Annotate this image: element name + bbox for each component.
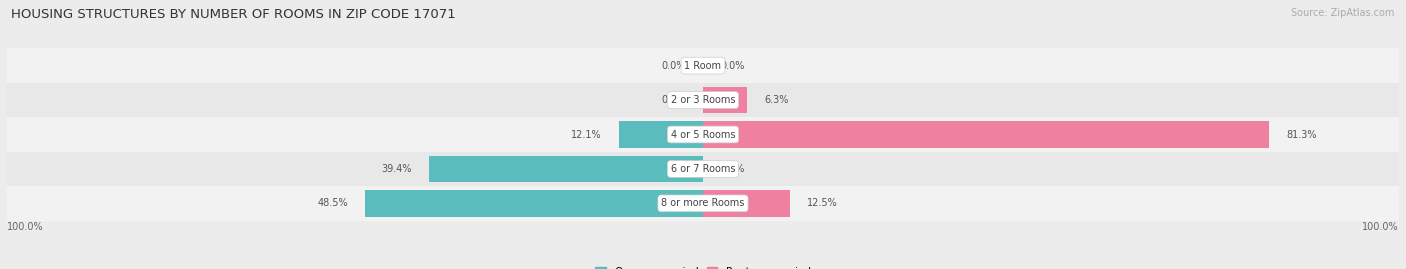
Text: 12.5%: 12.5% [807, 198, 838, 208]
Bar [703, 190, 790, 217]
Bar [619, 121, 703, 148]
Text: 0.0%: 0.0% [720, 61, 745, 71]
Bar [703, 87, 747, 114]
Text: 6.3%: 6.3% [765, 95, 789, 105]
Text: 0.0%: 0.0% [661, 61, 686, 71]
Bar [7, 83, 1399, 117]
Text: 1 Room: 1 Room [685, 61, 721, 71]
Bar [7, 48, 1399, 83]
Text: Source: ZipAtlas.com: Source: ZipAtlas.com [1291, 8, 1395, 18]
Bar [7, 152, 1399, 186]
Bar [703, 121, 1268, 148]
Text: 12.1%: 12.1% [571, 129, 602, 140]
Bar [7, 186, 1399, 221]
Bar [7, 117, 1399, 152]
Text: 8 or more Rooms: 8 or more Rooms [661, 198, 745, 208]
Bar [429, 155, 703, 182]
Text: 100.0%: 100.0% [7, 222, 44, 232]
Text: 4 or 5 Rooms: 4 or 5 Rooms [671, 129, 735, 140]
Legend: Owner-occupied, Renter-occupied: Owner-occupied, Renter-occupied [591, 263, 815, 269]
Bar [366, 190, 703, 217]
Text: 2 or 3 Rooms: 2 or 3 Rooms [671, 95, 735, 105]
Text: 0.0%: 0.0% [720, 164, 745, 174]
Text: 100.0%: 100.0% [1362, 222, 1399, 232]
Text: 48.5%: 48.5% [318, 198, 349, 208]
Text: 6 or 7 Rooms: 6 or 7 Rooms [671, 164, 735, 174]
Text: 39.4%: 39.4% [381, 164, 412, 174]
Text: HOUSING STRUCTURES BY NUMBER OF ROOMS IN ZIP CODE 17071: HOUSING STRUCTURES BY NUMBER OF ROOMS IN… [11, 8, 456, 21]
Text: 0.0%: 0.0% [661, 95, 686, 105]
Text: 81.3%: 81.3% [1286, 129, 1317, 140]
